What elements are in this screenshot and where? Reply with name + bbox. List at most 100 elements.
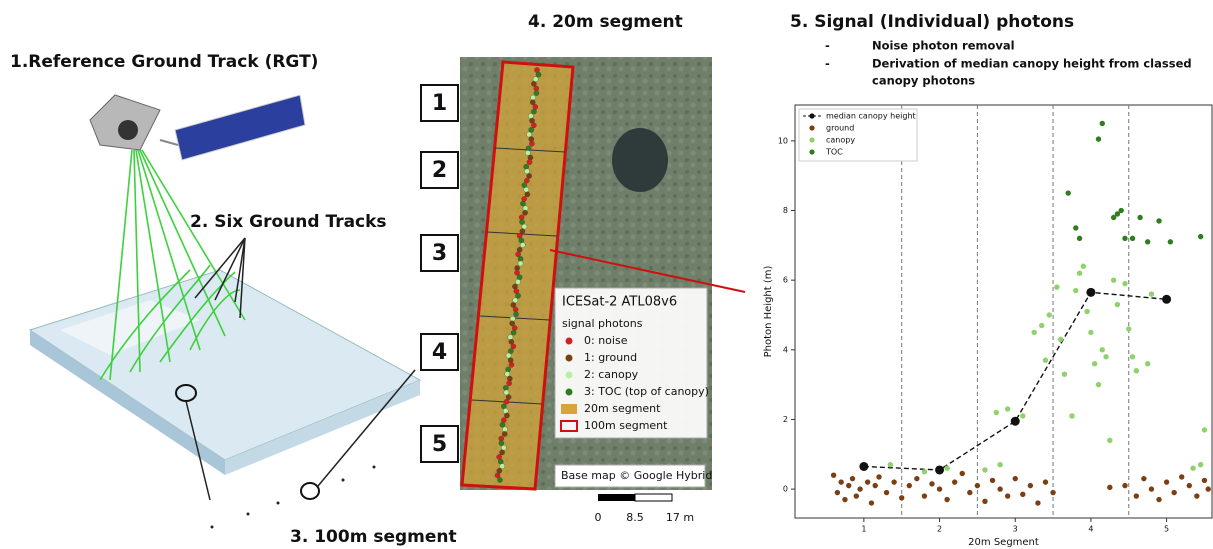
photon [922, 469, 927, 474]
photon-dot [497, 468, 502, 473]
photon [1149, 486, 1154, 491]
panel-1: 1.Reference Ground Track (RGT) 2. Six Gr… [10, 52, 457, 547]
photon [1206, 486, 1211, 491]
photon-dot [524, 187, 529, 192]
photon [1194, 493, 1199, 498]
photon-dot [524, 178, 529, 183]
y-tick-label: 2 [783, 415, 788, 424]
photon [1050, 490, 1055, 495]
y-tick-label: 4 [783, 345, 788, 354]
photon [831, 472, 836, 477]
median-point [1011, 417, 1020, 426]
photon [1122, 483, 1127, 488]
legend-label: 20m segment [584, 402, 661, 415]
photon-dot [508, 358, 513, 363]
photon-dot [501, 404, 506, 409]
photon-dot [527, 173, 532, 178]
scale-bar [598, 494, 635, 501]
photon [997, 486, 1002, 491]
photon-dot [529, 127, 534, 132]
photon [1115, 302, 1120, 307]
photon-dot [509, 339, 514, 344]
legend-symbol [566, 372, 573, 379]
legend-label: 100m segment [584, 419, 668, 432]
photon [846, 483, 851, 488]
photon [1149, 291, 1154, 296]
figure: 1.Reference Ground Track (RGT) 2. Six Gr… [0, 0, 1213, 549]
photon-dot [514, 270, 519, 275]
photon [876, 474, 881, 479]
photon-dot [512, 325, 517, 330]
scale-label: 8.5 [626, 511, 644, 524]
photon-dot [513, 312, 518, 317]
x-tick-label: 2 [937, 525, 942, 534]
photon [1084, 309, 1089, 314]
photon-dot [525, 150, 530, 155]
photon-dot [517, 233, 522, 238]
credit: Base map © Google Hybrid [561, 469, 712, 482]
bullet: canopy photons [872, 74, 975, 88]
legend-label: canopy [826, 136, 855, 145]
photon [850, 476, 855, 481]
photon-dot [529, 141, 534, 146]
scale-label: 0 [595, 511, 602, 524]
photon [1077, 270, 1082, 275]
photon-dot [504, 399, 509, 404]
x-tick-label: 3 [1013, 525, 1018, 534]
photon [1020, 413, 1025, 418]
photon-dot [520, 242, 525, 247]
x-tick-label: 5 [1164, 525, 1169, 534]
photon [1039, 323, 1044, 328]
y-tick-label: 0 [783, 485, 788, 494]
photon [873, 483, 878, 488]
photon-dot [518, 261, 523, 266]
photon-dot [504, 413, 509, 418]
photon [1005, 406, 1010, 411]
segment-number: 2 [432, 158, 447, 183]
photon-dot [515, 293, 520, 298]
photon-dot [497, 454, 502, 459]
photon [1107, 438, 1112, 443]
legend-label: TOC [825, 148, 843, 157]
photon [1156, 497, 1161, 502]
photon [888, 462, 893, 467]
photon-dot [511, 302, 516, 307]
photon-dot [515, 279, 520, 284]
photon-dot [528, 155, 533, 160]
photon-dot [499, 450, 504, 455]
bullet: Derivation of median canopy height from … [872, 57, 1192, 71]
photon [1096, 136, 1101, 141]
photon [854, 493, 859, 498]
photon [1122, 281, 1127, 286]
photon-dot [528, 113, 533, 118]
plot-frame [795, 105, 1212, 518]
photon [1171, 490, 1176, 495]
photon-dot [526, 132, 531, 137]
circle-marker [301, 483, 319, 499]
photon [1020, 492, 1025, 497]
photon-dot [531, 81, 536, 86]
photon [1130, 354, 1135, 359]
photon-dot [529, 118, 534, 123]
photon-dot [503, 385, 508, 390]
photon [1013, 476, 1018, 481]
photon-dot [534, 90, 539, 95]
panel-title: 4. 20m segment [528, 12, 683, 32]
photon-dot [501, 418, 506, 423]
photon-dot [511, 344, 516, 349]
legend-title: ICESat-2 ATL08v6 [562, 295, 677, 310]
photon-dot [533, 104, 538, 109]
photon [960, 471, 965, 476]
photon [975, 483, 980, 488]
photon-dot [497, 477, 502, 482]
photon [1156, 218, 1161, 223]
photon-dot [531, 109, 536, 114]
photon [1198, 462, 1203, 467]
photon-dot [522, 196, 527, 201]
photon-dot [519, 219, 524, 224]
photon [1073, 288, 1078, 293]
photon-dot [498, 459, 503, 464]
photon [944, 466, 949, 471]
photon [1126, 326, 1131, 331]
x-tick-label: 4 [1088, 525, 1093, 534]
